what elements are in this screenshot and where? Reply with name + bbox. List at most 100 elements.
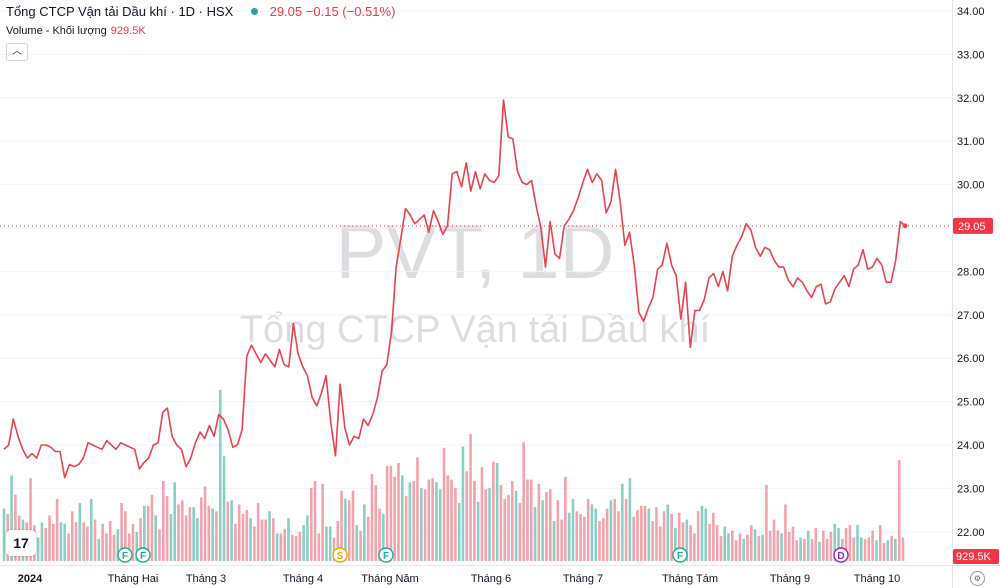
volume-bar	[848, 525, 852, 561]
event-marker[interactable]	[833, 547, 849, 563]
volume-bar	[344, 498, 347, 561]
volume-bar	[863, 538, 867, 561]
volume-bar	[275, 533, 279, 561]
volume-bar	[287, 518, 290, 561]
volume-bar	[473, 480, 476, 561]
event-marker[interactable]	[378, 547, 394, 563]
volume-bar	[787, 532, 791, 561]
volume-bar	[245, 509, 249, 561]
volume-bar	[450, 479, 453, 561]
chevron-up-icon: ︿	[12, 46, 22, 57]
volume-bar	[492, 461, 495, 561]
y-tick-label: 32.00	[957, 93, 985, 105]
volume-bar	[753, 529, 757, 561]
last-price-dot	[902, 223, 908, 229]
volume-bar	[196, 518, 199, 561]
collapse-legend-button[interactable]: ︿	[6, 43, 28, 61]
volume-bar	[818, 541, 821, 561]
volume-bar	[810, 538, 814, 561]
price-line	[3, 99, 906, 479]
volume-bar	[795, 540, 799, 561]
volume-bar	[662, 511, 666, 561]
volume-bar	[67, 533, 70, 561]
event-marker[interactable]	[332, 547, 348, 563]
volume-bar	[169, 514, 173, 561]
y-tick-label: 30.00	[957, 180, 985, 192]
volume-bar	[457, 503, 461, 561]
volume-bar	[222, 456, 226, 561]
volume-label[interactable]: Volume - Khối lượng	[6, 25, 107, 37]
volume-bar	[336, 520, 340, 561]
volume-bar	[590, 504, 594, 561]
volume-bar	[552, 520, 556, 561]
volume-bar	[829, 532, 833, 561]
settings-icon[interactable]: ⚙	[970, 571, 985, 586]
volume-bar	[279, 533, 283, 561]
volume-bar	[757, 536, 761, 561]
volume-bar	[681, 522, 685, 561]
volume-bar	[837, 527, 840, 561]
volume-bar	[537, 483, 541, 561]
volume-bar	[499, 485, 503, 561]
volume-bar	[116, 529, 120, 561]
volume-bar	[871, 530, 874, 561]
volume-bar	[97, 538, 101, 561]
volume-bar	[480, 467, 484, 561]
volume-bar	[503, 498, 507, 561]
volume-bar	[177, 504, 180, 561]
volume-bar	[435, 482, 438, 561]
volume-bar	[867, 537, 871, 561]
event-marker[interactable]	[117, 547, 133, 563]
x-tick-label: Tháng 4	[283, 573, 323, 585]
volume-bar	[230, 500, 233, 561]
event-marker-letter: F	[140, 551, 146, 562]
y-tick-label: 28.00	[957, 266, 985, 278]
volume-bar	[393, 476, 397, 561]
event-marker[interactable]	[135, 547, 151, 563]
tradingview-logo[interactable]: 17	[6, 530, 36, 556]
volume-bar	[742, 538, 745, 561]
volume-bar	[901, 537, 905, 561]
volume-bar	[814, 527, 818, 561]
symbol-title[interactable]: Tổng CTCP Vận tải Dầu khí · 1D · HSX	[6, 4, 234, 19]
volume-bar	[135, 532, 139, 561]
volume-bar	[105, 533, 108, 561]
volume-bar	[613, 498, 617, 561]
volume-bar	[199, 497, 203, 561]
volume-bar	[689, 525, 692, 561]
volume-bar	[218, 389, 222, 561]
volume-bar	[632, 516, 635, 561]
chart-watermark: PVT, 1D Tổng CTCP Vận tải Dầu khí	[240, 210, 711, 351]
price-axis[interactable]: 22.0023.0024.0025.0026.0027.0028.0029.00…	[953, 6, 999, 564]
price-gridlines	[0, 10, 952, 533]
volume-bar	[44, 527, 48, 561]
volume-bar	[461, 446, 465, 561]
volume-bar	[408, 482, 412, 561]
volume-legend: Volume - Khối lượng 929.5K	[6, 25, 146, 37]
x-tick-label: Tháng 3	[186, 573, 226, 585]
volume-bar	[52, 523, 55, 561]
volume-bar	[693, 533, 696, 561]
volume-bar	[465, 471, 469, 561]
volume-bar	[685, 519, 689, 561]
volume-bar	[454, 487, 457, 561]
x-tick-label: Tháng 7	[563, 573, 603, 585]
volume-bar	[727, 533, 730, 561]
volume-bar	[852, 537, 855, 561]
volume-bar	[526, 479, 529, 561]
volume-bar	[192, 507, 195, 561]
volume-bar	[878, 525, 882, 561]
volume-bar	[708, 523, 711, 561]
volume-bar	[55, 498, 59, 561]
y-tick-label: 34.00	[957, 6, 985, 18]
volume-bar	[211, 508, 214, 561]
y-tick-label: 24.00	[957, 440, 985, 452]
volume-bar	[776, 530, 780, 561]
volume-bar	[522, 442, 525, 561]
volume-bar	[264, 519, 268, 561]
volume-bar	[143, 505, 146, 561]
event-marker[interactable]	[672, 547, 688, 563]
volume-bar	[734, 540, 738, 561]
